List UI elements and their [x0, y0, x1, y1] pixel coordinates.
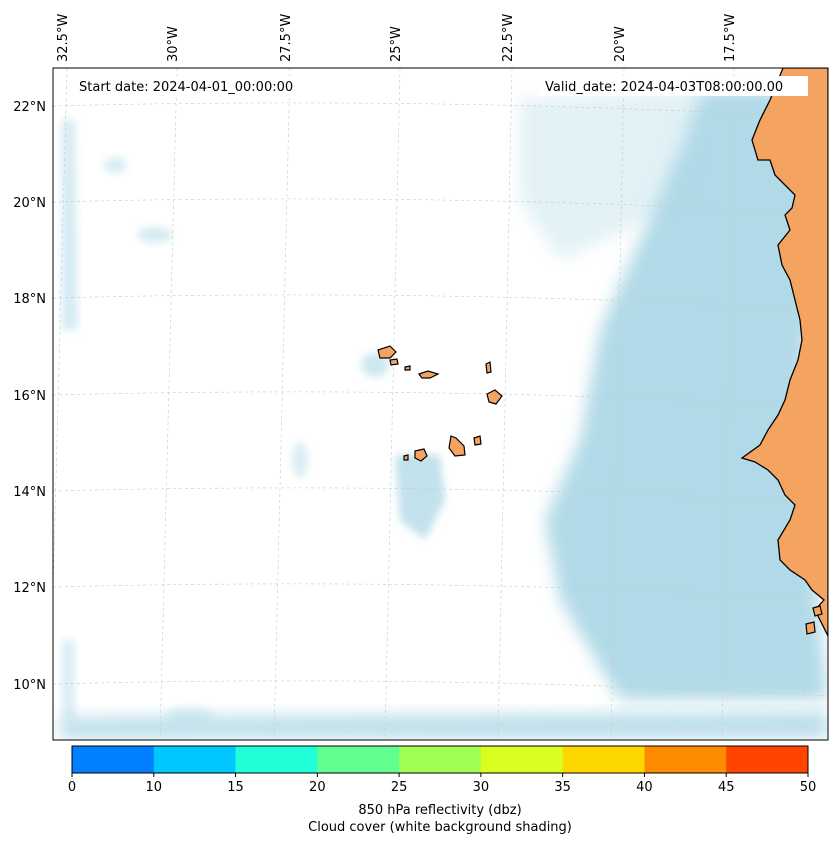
start-date-box: [72, 76, 312, 96]
graticule: [53, 68, 828, 740]
colorbar-tick-label: 45: [718, 780, 735, 795]
colorbar-segment: [72, 746, 155, 773]
colorbar-tick-label: 15: [227, 780, 244, 795]
start-date-text: Start date: 2024-04-01_00:00:00: [79, 80, 293, 95]
cloud-band-south: [60, 712, 828, 738]
lon-label-17-5w: 17.5°W: [723, 14, 738, 62]
valid-date-box: [540, 76, 808, 96]
lon-label-20w: 20°W: [613, 26, 628, 62]
meridian-line: [384, 68, 401, 740]
lat-label-14n: 14°N: [13, 485, 46, 500]
cloud-patch-islands: [395, 455, 445, 540]
land-layer: [377, 68, 828, 637]
cloud-patch-c: [361, 353, 389, 377]
parallel-line: [53, 680, 828, 697]
meridian-line: [610, 68, 625, 740]
colorbar-tick-label: 40: [636, 780, 653, 795]
island-santa-luzia: [404, 365, 411, 371]
island-maio: [473, 435, 482, 446]
latitude-labels: 22°N 20°N 18°N 16°N 14°N 12°N 10°N: [13, 100, 46, 693]
valid-date-text: Valid_date: 2024-04-03T08:00:00.00: [545, 80, 783, 95]
meridian-line: [497, 68, 513, 740]
island-bissagos-1: [812, 605, 823, 617]
colorbar-label-cloud-cover: Cloud cover (white background shading): [308, 820, 572, 835]
colorbar-frame: [71, 745, 809, 774]
lon-label-22-5w: 22.5°W: [501, 14, 516, 62]
cloud-patch-sw: [165, 707, 215, 723]
island-sao-vicente: [389, 358, 399, 366]
lon-label-32-5w: 32.5°W: [56, 14, 71, 62]
cloud-cover-shading: [60, 90, 828, 738]
parallel-line: [53, 391, 828, 408]
parallel-line: [53, 583, 828, 600]
lat-label-16n: 16°N: [13, 389, 46, 404]
cloud-patch-n: [103, 157, 127, 173]
meridian-line: [721, 68, 735, 740]
lon-label-30w: 30°W: [166, 26, 181, 62]
cloud-patch-west2: [62, 640, 75, 720]
colorbar-segment: [399, 746, 482, 773]
colorbar: 0 10 15 20 25 30 35 40 45 50 850 hPa reflectivity…: [68, 745, 816, 835]
island-santiago: [448, 435, 466, 457]
cloud-patch-mid: [292, 442, 308, 478]
island-brava: [403, 454, 409, 461]
colorbar-tick-label: 25: [391, 780, 408, 795]
parallel-line: [53, 294, 828, 311]
longitude-labels: 32.5°W 30°W 27.5°W 25°W 22.5°W 20°W 17.5…: [56, 14, 738, 62]
cloud-band-east-faint: [520, 90, 700, 260]
colorbar-tick-label: 30: [473, 780, 490, 795]
lon-label-27-5w: 27.5°W: [279, 14, 294, 62]
map-plot-area: [53, 68, 828, 740]
colorbar-tick-label: 20: [309, 780, 326, 795]
island-bissagos-2: [805, 621, 816, 635]
cloud-patch-nw: [137, 227, 173, 243]
island-sal: [485, 361, 492, 374]
island-sao-nicolau: [418, 370, 440, 379]
colorbar-tick-label: 0: [68, 780, 76, 795]
cloud-patch-west: [62, 120, 78, 330]
lat-label-12n: 12°N: [13, 581, 46, 596]
island-santo-antao: [377, 345, 397, 359]
meridian-line: [53, 68, 68, 602]
lat-label-10n: 10°N: [13, 678, 46, 693]
lat-label-20n: 20°N: [13, 196, 46, 211]
lat-label-22n: 22°N: [13, 100, 46, 115]
colorbar-segments: [72, 746, 809, 773]
island-fogo: [414, 448, 428, 462]
colorbar-tick-label: 10: [146, 780, 163, 795]
africa-coast: [740, 68, 828, 637]
parallel-line: [53, 102, 828, 119]
map-frame: [52, 67, 829, 741]
colorbar-segment: [235, 746, 318, 773]
colorbar-segment: [480, 746, 564, 773]
colorbar-tick-label: 35: [554, 780, 571, 795]
parallel-line: [53, 487, 828, 504]
colorbar-segment: [726, 746, 809, 773]
meridian-line: [159, 68, 178, 740]
colorbar-tick-label: 50: [800, 780, 817, 795]
cloud-band-east: [545, 90, 828, 700]
colorbar-segment: [153, 746, 237, 773]
lon-label-25w: 25°W: [389, 26, 404, 62]
colorbar-label-reflectivity: 850 hPa reflectivity (dbz): [358, 803, 521, 818]
parallel-line: [53, 198, 828, 215]
meridian-line: [273, 68, 291, 740]
colorbar-segment: [317, 746, 400, 773]
island-boa-vista: [486, 389, 503, 405]
colorbar-ticks: 0 10 15 20 25 30 35 40 45 50: [68, 773, 816, 795]
colorbar-segment: [562, 746, 645, 773]
colorbar-segment: [644, 746, 727, 773]
lat-label-18n: 18°N: [13, 292, 46, 307]
